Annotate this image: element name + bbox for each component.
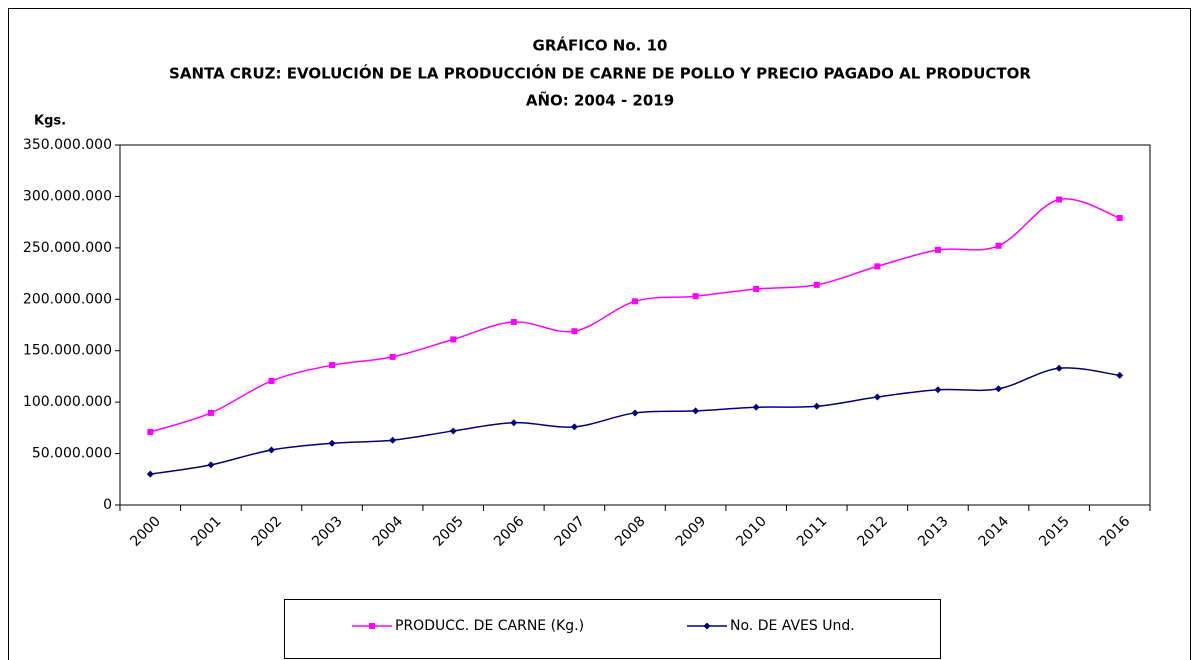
- marker: [632, 298, 638, 305]
- marker: [146, 470, 154, 478]
- marker: [389, 436, 397, 444]
- marker: [329, 362, 336, 369]
- chart-title: SANTA CRUZ: EVOLUCIÓN DE LA PRODUCCIÓN D…: [169, 64, 1031, 83]
- marker: [753, 286, 760, 292]
- x-tick-label: 2010: [733, 513, 770, 550]
- x-tick-label: 2006: [491, 513, 528, 550]
- x-tick-label: 2004: [370, 513, 407, 550]
- x-tick-label: 2012: [854, 513, 891, 550]
- y-tick-label: 350.000.000: [23, 137, 112, 153]
- marker: [328, 439, 336, 447]
- y-axis-label: Kgs.: [34, 114, 66, 129]
- y-tick-label: 150.000.000: [23, 343, 112, 359]
- marker: [207, 409, 214, 416]
- x-tick-label: 2007: [552, 513, 589, 550]
- legend: [284, 599, 941, 659]
- marker: [813, 402, 821, 410]
- x-tick-label: 2014: [976, 513, 1013, 550]
- plot-area: [119, 144, 1151, 506]
- marker: [813, 281, 820, 288]
- x-tick-label: 2000: [127, 513, 164, 550]
- x-tick-label: 2003: [309, 513, 346, 550]
- y-tick-label: 200.000.000: [23, 291, 112, 307]
- marker: [571, 328, 578, 335]
- marker: [450, 336, 457, 343]
- marker: [207, 461, 215, 469]
- marker: [995, 385, 1003, 393]
- x-tick-label: 2013: [915, 513, 952, 550]
- x-tick-label: 2011: [794, 513, 831, 550]
- marker: [934, 246, 941, 253]
- marker: [703, 622, 711, 630]
- marker: [369, 623, 375, 629]
- marker: [874, 263, 881, 270]
- chart-title: AÑO: 2004 - 2019: [526, 91, 674, 110]
- marker: [510, 419, 518, 427]
- marker: [1116, 215, 1123, 222]
- x-tick-label: 2009: [673, 513, 710, 550]
- marker: [268, 377, 275, 384]
- x-tick-label: 2016: [1097, 513, 1134, 550]
- legend-label: No. DE AVES Und.: [730, 618, 855, 634]
- y-tick-label: 250.000.000: [23, 240, 112, 256]
- x-tick-label: 2008: [612, 513, 649, 550]
- marker: [631, 409, 639, 417]
- marker: [692, 407, 700, 415]
- marker: [1056, 196, 1063, 203]
- marker: [267, 446, 275, 454]
- legend-label: PRODUCC. DE CARNE (Kg.): [395, 618, 584, 634]
- y-tick-label: 100.000.000: [23, 394, 112, 410]
- marker: [1116, 371, 1124, 379]
- marker: [934, 386, 942, 394]
- marker: [449, 427, 457, 435]
- x-tick-label: 2001: [188, 513, 225, 550]
- marker: [995, 242, 1002, 249]
- x-tick-label: 2015: [1036, 513, 1073, 550]
- y-tick-label: 0: [103, 497, 112, 513]
- marker: [147, 428, 154, 435]
- y-tick-label: 300.000.000: [23, 188, 112, 204]
- marker: [873, 393, 881, 401]
- x-tick-label: 2005: [430, 513, 467, 550]
- marker: [752, 403, 760, 411]
- x-tick-label: 2002: [249, 513, 286, 550]
- chart-title: GRÁFICO No. 10: [533, 36, 668, 55]
- y-tick-label: 50.000.000: [32, 446, 112, 462]
- marker: [389, 353, 396, 360]
- line: [150, 198, 1120, 433]
- marker: [1055, 364, 1063, 372]
- marker: [692, 293, 699, 300]
- marker: [570, 423, 578, 431]
- marker: [510, 318, 517, 325]
- line: [150, 367, 1120, 475]
- chart-frame: [8, 8, 1191, 660]
